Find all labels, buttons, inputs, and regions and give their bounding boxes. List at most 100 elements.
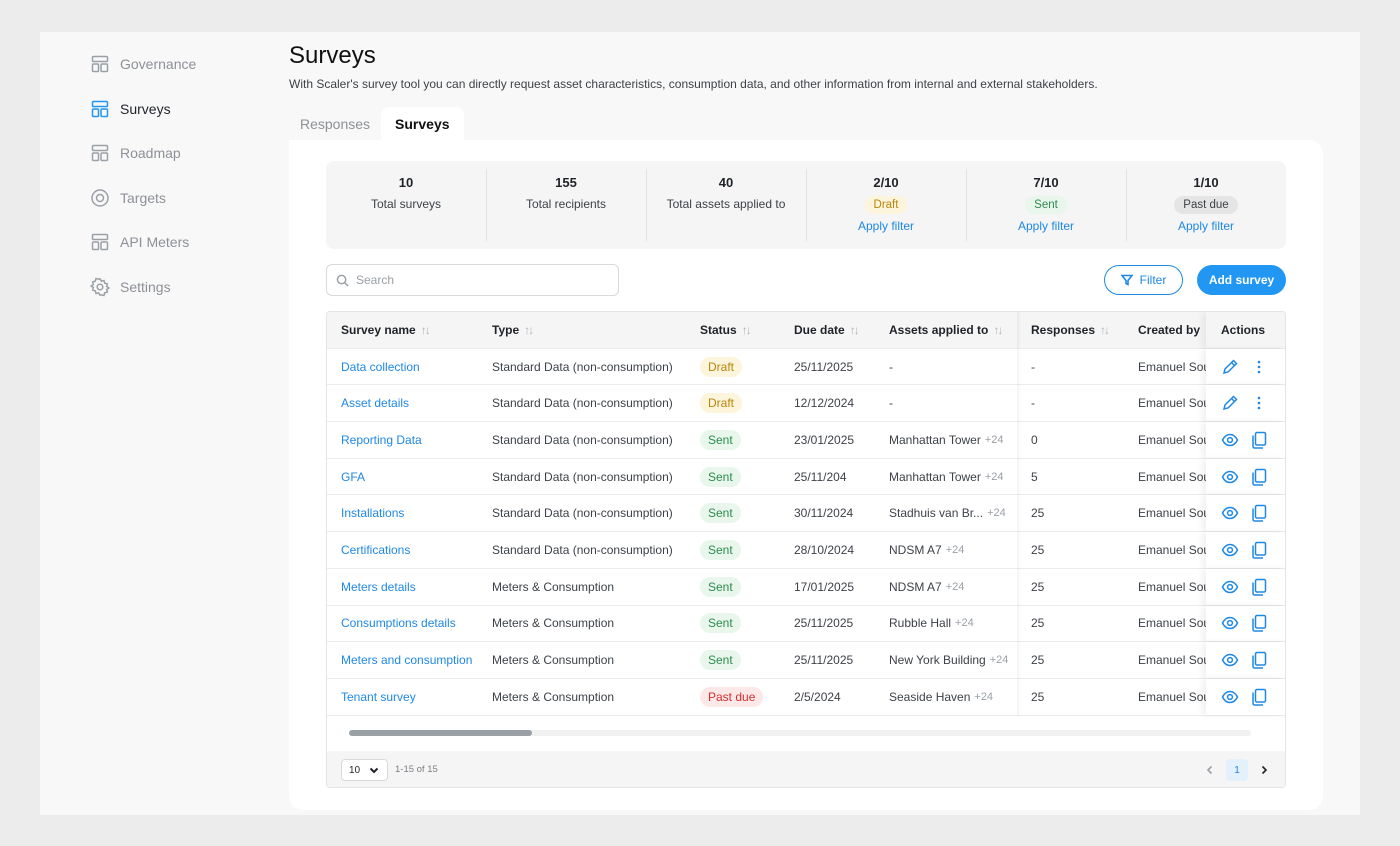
cell-responses: 25 <box>1031 579 1045 594</box>
more-assets-count[interactable]: +24 <box>984 470 1004 483</box>
stat-sent: 7/10 Sent Apply filter <box>966 161 1126 249</box>
view-icon[interactable] <box>1221 504 1239 522</box>
page-number-button[interactable]: 1 <box>1226 759 1248 781</box>
sort-icon[interactable]: ↑↓ <box>1100 322 1110 337</box>
survey-name-link[interactable]: Reporting Data <box>341 432 422 447</box>
search-box[interactable] <box>326 264 619 296</box>
copy-icon[interactable] <box>1250 651 1268 669</box>
sort-icon[interactable]: ↑↓ <box>524 322 534 337</box>
survey-name-link[interactable]: Tenant survey <box>341 689 416 704</box>
layout-icon <box>90 99 110 119</box>
cell-actions <box>1206 605 1285 642</box>
column-header-responses[interactable]: Responses ↑↓ <box>1031 312 1131 348</box>
more-assets-count[interactable]: +24 <box>955 617 974 630</box>
view-icon[interactable] <box>1221 651 1239 669</box>
apply-filter-link-draft[interactable]: Apply filter <box>857 219 915 233</box>
more-assets-count[interactable]: +24 <box>989 654 1009 667</box>
cell-created-by: Emanuel Sousa <box>1138 396 1206 411</box>
edit-icon[interactable] <box>1221 358 1239 376</box>
view-icon[interactable] <box>1221 431 1239 449</box>
edit-icon[interactable] <box>1221 394 1239 412</box>
table-row[interactable]: Consumptions details Meters & Consumptio… <box>327 605 1285 643</box>
cell-status: Draft <box>700 349 790 385</box>
apply-filter-link-past-due[interactable]: Apply filter <box>1177 219 1235 233</box>
column-header-type[interactable]: Type ↑↓ <box>492 312 692 348</box>
next-page-button[interactable] <box>1253 759 1275 781</box>
previous-page-button[interactable] <box>1199 759 1221 781</box>
view-icon[interactable] <box>1221 688 1239 706</box>
view-icon[interactable] <box>1221 541 1239 559</box>
column-divider <box>1017 312 1021 716</box>
cell-created-by: Emanuel Sousa <box>1138 469 1206 484</box>
sidebar-item-roadmap[interactable]: Roadmap <box>90 131 290 176</box>
page-size-select[interactable]: 10 <box>341 759 388 781</box>
more-assets-count[interactable]: +24 <box>984 433 1004 446</box>
apply-filter-link-sent[interactable]: Apply filter <box>1017 219 1075 233</box>
table-row[interactable]: Meters and consumption Meters & Consumpt… <box>327 642 1285 679</box>
cell-responses: 0 <box>1031 432 1038 447</box>
survey-name-link[interactable]: Consumptions details <box>341 616 456 631</box>
copy-icon[interactable] <box>1250 468 1268 486</box>
sidebar-item-api-meters[interactable]: API Meters <box>90 220 290 265</box>
sort-icon[interactable]: ↑↓ <box>993 322 1003 337</box>
sort-icon[interactable]: ↑↓ <box>420 322 431 337</box>
more-options-icon[interactable] <box>1250 394 1268 412</box>
survey-name-link[interactable]: Certifications <box>341 542 411 557</box>
column-header-status[interactable]: Status ↑↓ <box>700 312 790 348</box>
gear-icon <box>90 277 110 297</box>
sidebar-item-settings[interactable]: Settings <box>90 265 290 310</box>
filter-button-label: Filter <box>1139 273 1167 287</box>
view-icon[interactable] <box>1221 578 1239 596</box>
copy-icon[interactable] <box>1250 431 1268 449</box>
cell-survey-name: Installations <box>341 495 486 531</box>
table-row[interactable]: Meters details Meters & Consumption Sent… <box>327 568 1285 606</box>
copy-icon[interactable] <box>1250 541 1268 559</box>
view-icon[interactable] <box>1221 468 1239 486</box>
scrollbar-thumb[interactable] <box>349 730 532 736</box>
sort-icon[interactable]: ↑↓ <box>1205 323 1206 337</box>
view-icon[interactable] <box>1221 614 1239 632</box>
cell-assets: - <box>889 385 1019 421</box>
table-row[interactable]: Certifications Standard Data (non-consum… <box>327 532 1285 569</box>
asset-name: NDSM A7 <box>889 579 942 594</box>
survey-name-link[interactable]: Meters and consumption <box>341 653 473 668</box>
table-row[interactable]: Data collection Standard Data (non-consu… <box>327 348 1285 386</box>
column-header-assets[interactable]: Assets applied to ↑↓ <box>889 312 1019 348</box>
tab-surveys[interactable]: Surveys <box>381 107 464 140</box>
sort-icon[interactable]: ↑↓ <box>849 322 860 337</box>
survey-name-link[interactable]: Asset details <box>341 396 410 411</box>
copy-icon[interactable] <box>1250 688 1268 706</box>
horizontal-scrollbar[interactable] <box>349 730 1251 736</box>
more-assets-count[interactable]: +24 <box>945 543 965 556</box>
table-row[interactable]: GFA Standard Data (non-consumption) Sent… <box>327 458 1285 496</box>
sidebar-item-surveys[interactable]: Surveys <box>90 87 290 132</box>
more-assets-count[interactable]: +24 <box>974 690 994 703</box>
search-icon <box>336 274 349 287</box>
filter-button[interactable]: Filter <box>1104 265 1183 295</box>
survey-name-link[interactable]: Meters details <box>341 579 416 594</box>
more-assets-count[interactable]: +24 <box>987 507 1006 520</box>
copy-icon[interactable] <box>1250 578 1268 596</box>
survey-name-link[interactable]: Data collection <box>341 359 420 374</box>
more-assets-count[interactable]: +24 <box>945 580 965 593</box>
sidebar-item-governance[interactable]: Governance <box>90 42 290 87</box>
copy-icon[interactable] <box>1250 614 1268 633</box>
more-options-icon[interactable] <box>1250 358 1268 376</box>
column-header-due-date[interactable]: Due date ↑↓ <box>794 312 884 348</box>
column-header-survey-name[interactable]: Survey name ↑↓ <box>341 312 486 348</box>
search-input[interactable] <box>356 273 596 287</box>
column-header-created-by[interactable]: Created by ↑↓ <box>1138 312 1206 348</box>
table-row[interactable]: Reporting Data Standard Data (non-consum… <box>327 422 1285 459</box>
sort-icon[interactable]: ↑↓ <box>741 322 752 337</box>
cell-survey-name: Meters and consumption <box>341 642 486 678</box>
tab-responses[interactable]: Responses <box>300 116 371 132</box>
survey-name-link[interactable]: GFA <box>341 469 366 484</box>
table-row[interactable]: Asset details Standard Data (non-consump… <box>327 385 1285 423</box>
table-row[interactable]: Tenant survey Meters & Consumption Past … <box>327 678 1285 716</box>
survey-name-link[interactable]: Installations <box>341 506 405 521</box>
add-survey-button[interactable]: Add survey <box>1197 265 1286 295</box>
pager: 1 <box>1199 759 1275 781</box>
copy-icon[interactable] <box>1250 504 1268 523</box>
sidebar-item-targets[interactable]: Targets <box>90 176 290 221</box>
table-row[interactable]: Installations Standard Data (non-consump… <box>327 495 1285 533</box>
